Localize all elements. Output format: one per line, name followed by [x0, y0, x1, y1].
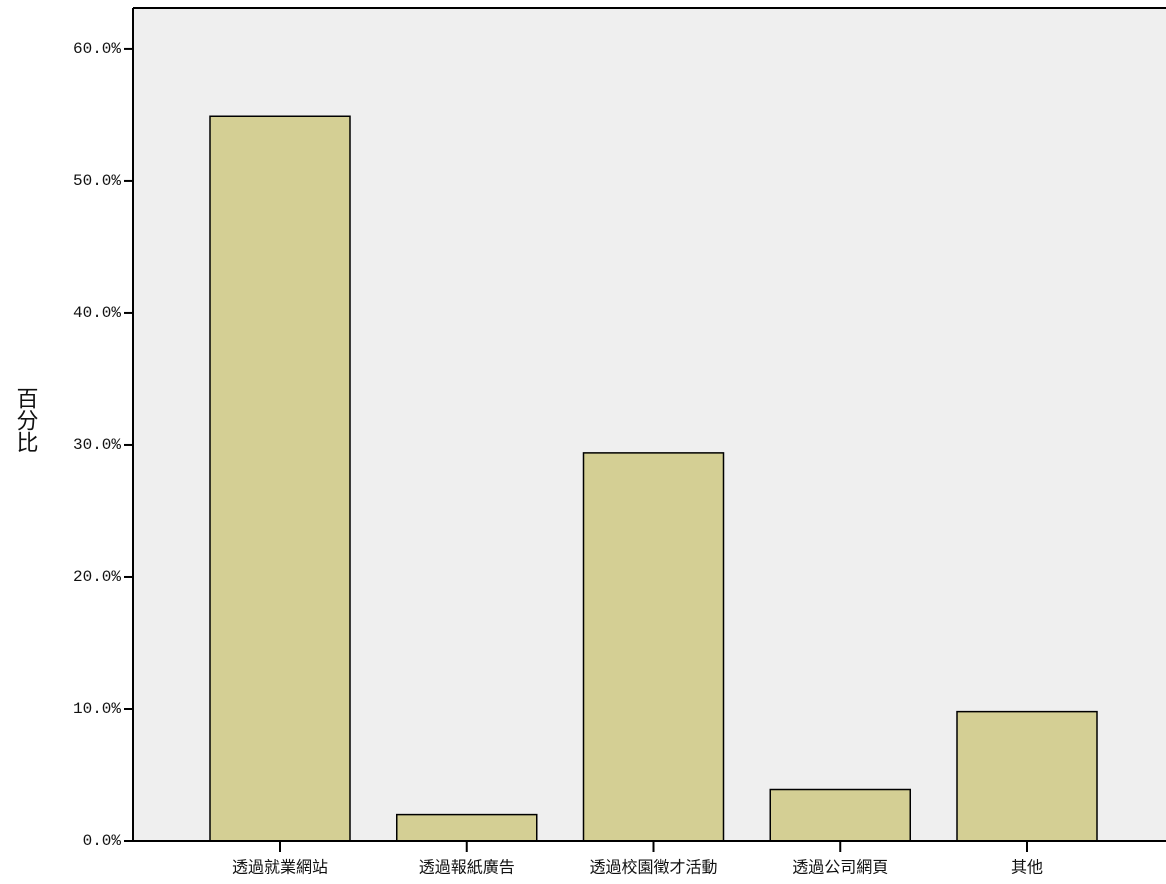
y-tick-label: 10.0% — [73, 700, 121, 718]
y-tick-label: 40.0% — [73, 304, 121, 322]
x-tick-label: 其他 — [1011, 858, 1043, 877]
y-tick-label: 60.0% — [73, 40, 121, 58]
x-tick-label: 透過報紙廣告 — [419, 858, 515, 877]
bar — [209, 115, 351, 842]
y-tick-label: 0.0% — [83, 832, 122, 850]
bar — [582, 452, 725, 842]
bar — [396, 813, 538, 842]
y-tick-label: 20.0% — [73, 568, 121, 586]
y-tick-label: 30.0% — [73, 436, 121, 454]
x-tick-label: 透過公司網頁 — [792, 858, 888, 877]
bar — [956, 710, 1098, 842]
bar — [769, 788, 911, 842]
y-tick-label: 50.0% — [73, 172, 121, 190]
x-tick-label: 透過就業網站 — [232, 858, 328, 877]
y-axis-label: 百分比 — [13, 387, 39, 453]
x-tick-label: 透過校園徵才活動 — [589, 858, 717, 877]
